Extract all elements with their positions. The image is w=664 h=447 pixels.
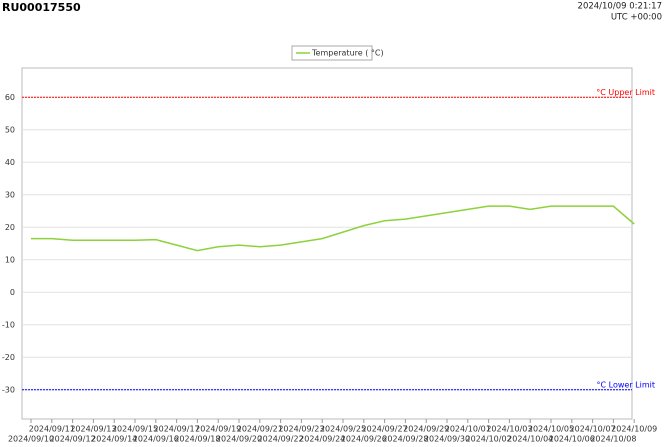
- y-tick-label: -10: [2, 320, 15, 329]
- y-tick-label: -20: [2, 353, 15, 362]
- x-tick-label: 2024/10/02: [466, 435, 512, 444]
- x-tick-label: 2024/09/22: [258, 435, 304, 444]
- x-tick-label: 2024/09/21: [237, 425, 283, 434]
- x-tick-label: 2024/09/25: [320, 425, 366, 434]
- x-tick-label: 2024/09/14: [91, 435, 137, 444]
- x-tick-label: 2024/09/20: [216, 435, 262, 444]
- y-tick-label: 10: [5, 255, 15, 264]
- x-tick-label: 2024/09/15: [112, 425, 158, 434]
- limit-label: °C Upper Limit: [596, 88, 655, 97]
- x-tick-label: 2024/09/26: [341, 435, 387, 444]
- x-tick-label: 2024/10/07: [570, 425, 616, 434]
- x-tick-label: 2024/10/03: [486, 425, 532, 434]
- x-tick-label: 2024/09/24: [299, 435, 345, 444]
- device-id: RU00017550: [2, 1, 81, 14]
- x-tick-label: 2024/09/17: [154, 425, 200, 434]
- x-tick-label: 2024/09/10: [8, 435, 54, 444]
- x-tick-label: 2024/09/18: [174, 435, 220, 444]
- timezone: UTC +00:00: [611, 13, 662, 23]
- legend-box: [291, 45, 373, 61]
- plot-frame: [21, 67, 633, 420]
- x-tick-label: 2024/10/08: [590, 435, 636, 444]
- y-tick-label: 60: [5, 93, 15, 102]
- y-tick-label: 30: [5, 190, 15, 199]
- x-tick-label: 2024/10/05: [528, 425, 574, 434]
- x-tick-label: 2024/10/04: [507, 435, 553, 444]
- x-tick-label: 2024/09/19: [195, 425, 241, 434]
- x-tick-label: 2024/09/23: [278, 425, 324, 434]
- y-tick-label: 50: [5, 125, 15, 134]
- y-tick-label: -30: [2, 385, 15, 394]
- x-tick-label: 2024/09/11: [29, 425, 75, 434]
- x-tick-label: 2024/10/09: [611, 425, 657, 434]
- x-tick-label: 2024/10/01: [445, 425, 491, 434]
- y-tick-label: 0: [10, 288, 15, 297]
- x-tick-label: 2024/10/06: [549, 435, 595, 444]
- x-tick-label: 2024/09/12: [50, 435, 96, 444]
- series-line: [31, 205, 635, 252]
- timestamp: 2024/10/09 0:21:17: [578, 2, 662, 12]
- x-tick-label: 2024/09/29: [403, 425, 449, 434]
- x-tick-label: 2024/09/16: [133, 435, 179, 444]
- limit-label: °C Lower Limit: [597, 380, 655, 389]
- x-tick-label: 2024/09/30: [424, 435, 470, 444]
- y-tick-label: 40: [5, 158, 15, 167]
- y-tick-label: 20: [5, 223, 15, 232]
- legend-label: Temperature ( °C): [311, 49, 384, 58]
- x-tick-label: 2024/09/28: [382, 435, 428, 444]
- x-tick-label: 2024/09/27: [362, 425, 408, 434]
- x-tick-label: 2024/09/13: [70, 425, 116, 434]
